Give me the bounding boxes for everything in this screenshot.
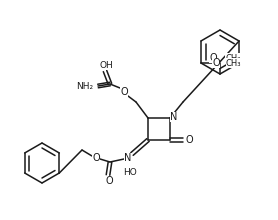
Text: O: O bbox=[120, 87, 128, 97]
Text: O: O bbox=[212, 58, 220, 68]
Text: O: O bbox=[105, 176, 113, 186]
Text: O: O bbox=[185, 135, 193, 145]
Text: HO: HO bbox=[123, 167, 137, 176]
Text: CH₃: CH₃ bbox=[225, 53, 240, 62]
Text: CH₃: CH₃ bbox=[226, 59, 242, 68]
Text: NH₂: NH₂ bbox=[76, 81, 93, 90]
Text: O: O bbox=[92, 153, 100, 163]
Text: OH: OH bbox=[99, 61, 113, 70]
Text: N: N bbox=[124, 153, 132, 163]
Text: N: N bbox=[170, 112, 178, 122]
Text: O: O bbox=[209, 53, 217, 63]
